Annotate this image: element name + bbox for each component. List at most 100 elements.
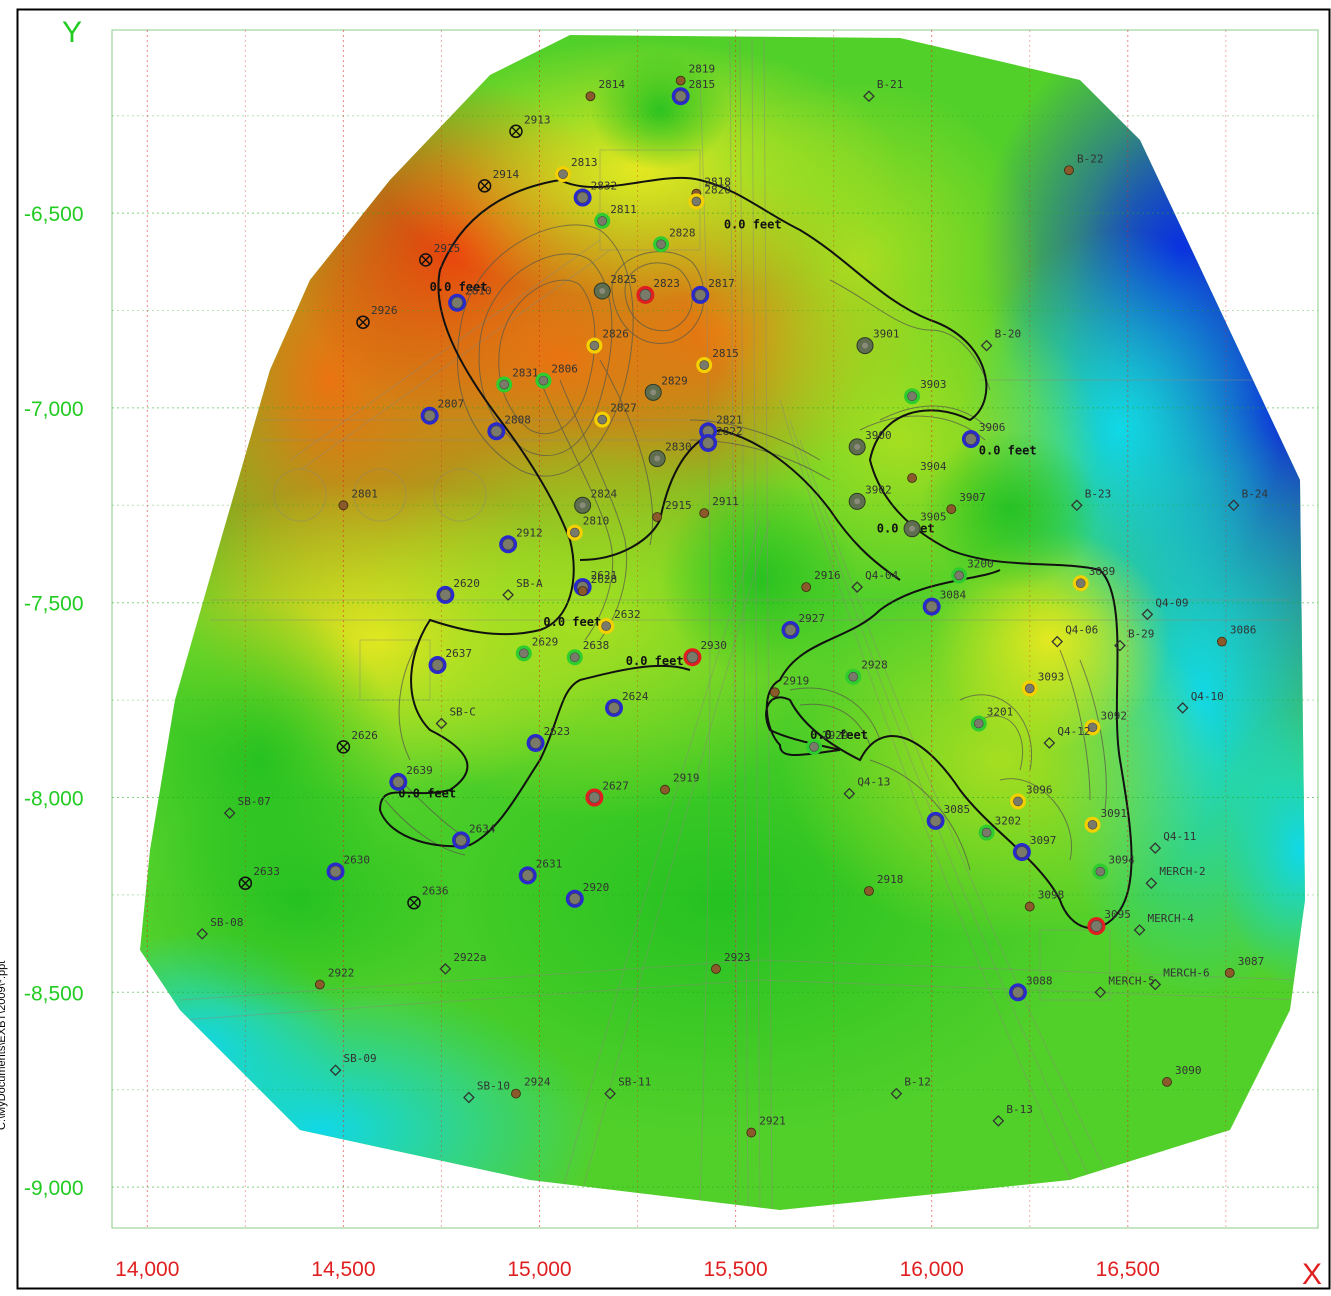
well-B-29: B-29 (1114, 628, 1154, 652)
well-small (652, 512, 663, 522)
well-Q4-04: Q4-04 (851, 569, 899, 593)
well-label: 3905 (920, 511, 947, 524)
contour-label: 0.0 feet (979, 444, 1037, 458)
well-B-20: B-20 (980, 328, 1021, 352)
well-small (314, 979, 325, 990)
well-diamond (890, 1087, 903, 1100)
well-label: SB-07 (238, 795, 271, 808)
well-2626: 2626 (336, 729, 378, 754)
well-2825: 2825 (593, 273, 637, 300)
well-core (973, 718, 984, 729)
well-small (1162, 1077, 1172, 1087)
well-core (439, 589, 452, 601)
well-core (1090, 920, 1103, 932)
well-3905: 3905 (903, 511, 947, 538)
y-tick-label: -6,500 (24, 203, 84, 226)
well-label: 2921 (759, 1115, 786, 1128)
well-2636: 2636 (407, 885, 448, 910)
well-core (1016, 846, 1028, 858)
well-label: 2911 (712, 495, 739, 508)
well-core (854, 443, 861, 450)
well-Q4-12: Q4-12 (1043, 725, 1090, 749)
well-3097: 3097 (1012, 834, 1057, 862)
well-label: 3097 (1030, 834, 1057, 847)
well-small (711, 964, 721, 974)
well-small (746, 1127, 757, 1138)
well-3090: 3090 (1162, 1064, 1202, 1087)
well-core (784, 624, 797, 636)
well-core (691, 196, 702, 207)
well-core (686, 651, 699, 664)
well-2922: 2922 (314, 967, 354, 990)
well-small (660, 784, 670, 795)
well-2918: 2918 (864, 873, 903, 896)
well-core (656, 239, 666, 250)
well-cross-circle (356, 315, 370, 329)
well-core (1012, 986, 1024, 999)
well-diamond (1149, 978, 1162, 991)
well-label: 3090 (1175, 1064, 1202, 1077)
well-cross-circle (477, 179, 492, 193)
well-label: 2825 (610, 273, 637, 286)
well-label: 2823 (653, 277, 680, 290)
well-label: Q4-06 (1065, 624, 1098, 637)
well-MERCH-5: MERCH-5 (1094, 974, 1155, 999)
well-2820: 2820 (688, 183, 731, 210)
well-core (965, 433, 977, 445)
well-3906: 3906 (961, 421, 1005, 449)
well-diamond (435, 717, 448, 730)
well-core (576, 191, 589, 204)
well-label: SB-C (449, 705, 476, 718)
well-2811: 2811 (594, 203, 637, 229)
well-diamond (1176, 702, 1189, 714)
well-diamond (1114, 639, 1126, 652)
well-2822: 2822 (699, 425, 743, 452)
well-cross-b (421, 255, 431, 265)
well-cross-circle (419, 253, 433, 267)
well-label: 3092 (1100, 709, 1127, 722)
well-core (329, 865, 342, 878)
well-core (909, 525, 916, 532)
contour-label: 0.0 feet (724, 218, 782, 232)
well-label: 2627 (602, 779, 629, 792)
well-core (455, 834, 467, 847)
well-label: 2810 (465, 285, 492, 298)
well-small (675, 75, 686, 86)
well-core (529, 737, 542, 749)
well-label: 2637 (446, 647, 473, 660)
well-label: 2813 (571, 156, 598, 169)
well-core (1024, 683, 1035, 694)
well-label: 2806 (551, 363, 578, 376)
well-diamond (196, 927, 209, 940)
well-3095: 3095 (1087, 908, 1131, 936)
well-Q4-11: Q4-11 (1149, 830, 1196, 855)
well-label: 3900 (865, 429, 892, 442)
well-small (769, 687, 780, 698)
well-label: Q4-10 (1191, 690, 1224, 703)
well-core (1087, 819, 1098, 830)
well-core (809, 742, 819, 752)
well-B-22: B-22 (1064, 152, 1103, 176)
well-label: B-13 (1006, 1103, 1033, 1116)
well-2814: 2814 (585, 78, 625, 102)
well-label: 2631 (536, 857, 563, 870)
well-cross-b (409, 898, 419, 908)
well-3093: 3093 (1021, 670, 1064, 697)
well-2627: 2627 (585, 779, 629, 807)
well-2827: 2827 (594, 402, 637, 428)
well-SB-07: SB-07 (223, 795, 271, 819)
well-2824: 2824 (574, 487, 618, 514)
well-label: 2922a (453, 951, 486, 964)
y-tick-label: -8,500 (24, 982, 84, 1005)
well-diamond (463, 1091, 475, 1104)
well-label: 3085 (944, 803, 971, 816)
well-Q4-06: Q4-06 (1051, 624, 1098, 648)
contour-label: 0.0 feet (430, 280, 488, 294)
well-3088: 3088 (1008, 974, 1052, 1002)
well-label: Q4-11 (1163, 830, 1196, 843)
well-label: 2811 (610, 203, 637, 216)
well-2819: 2819 (675, 63, 715, 86)
well-core (699, 360, 710, 370)
well-core (1087, 722, 1098, 733)
